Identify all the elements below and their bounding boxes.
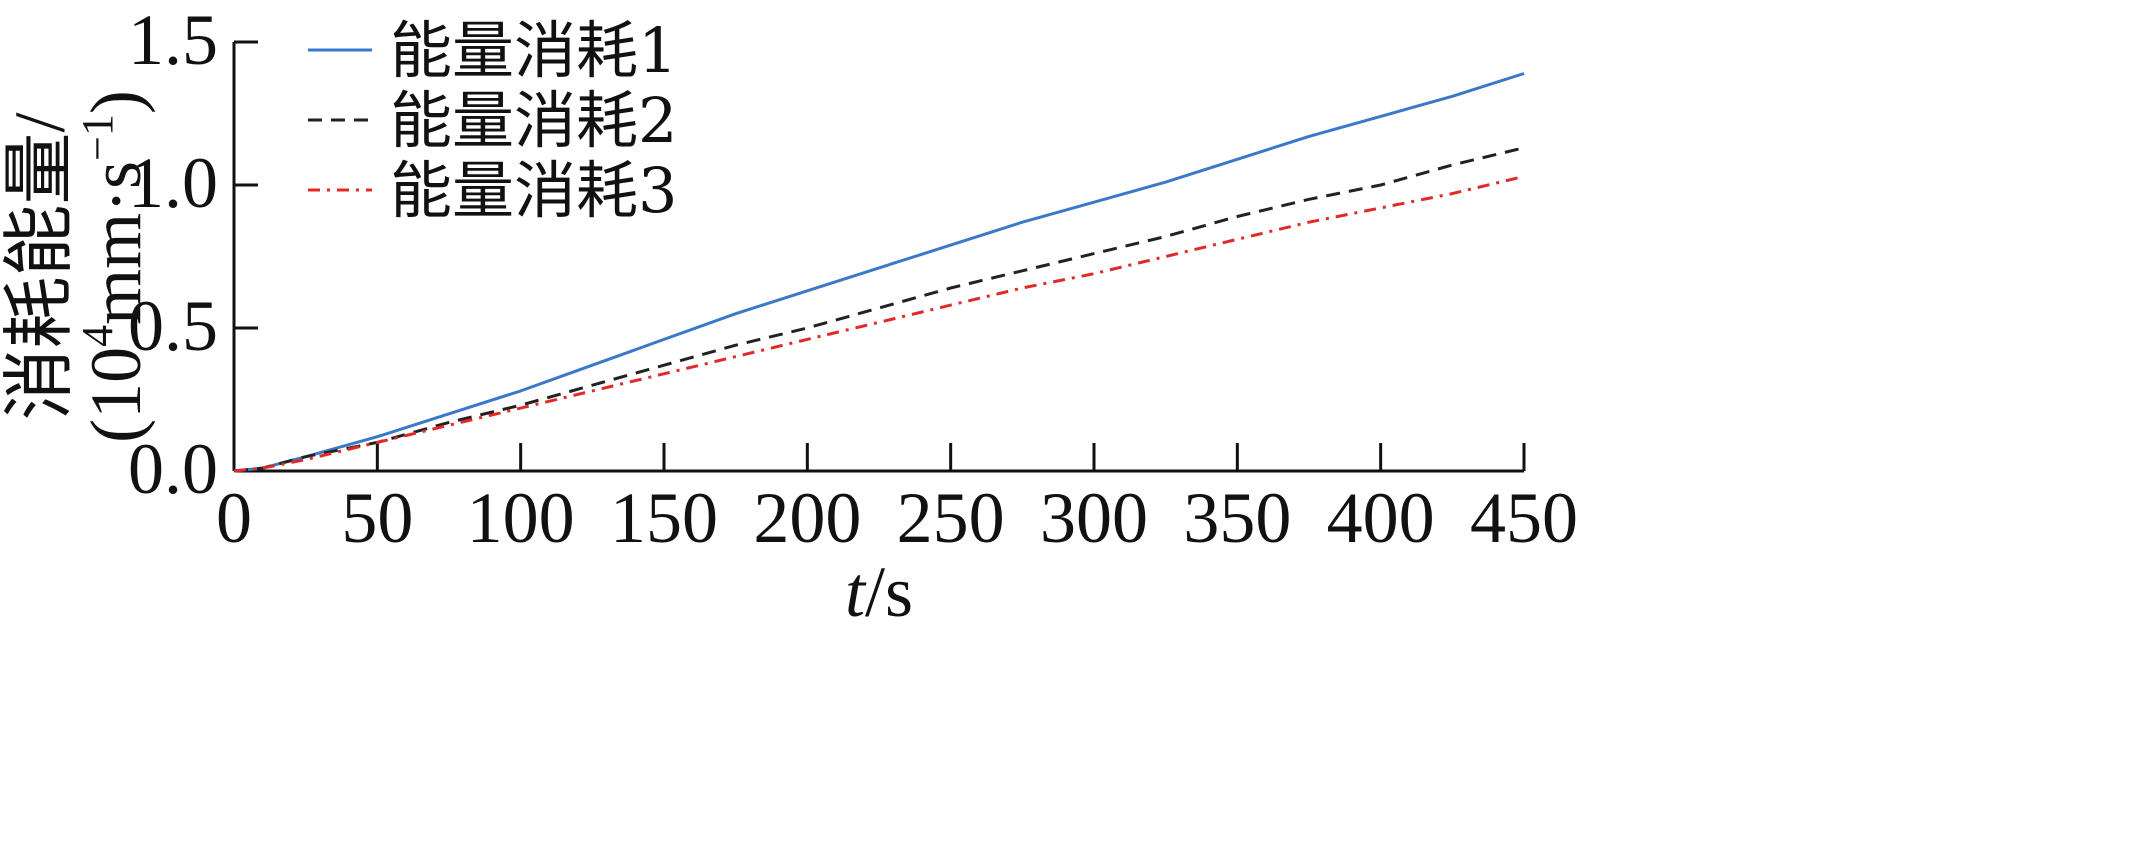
y-tick-label: 1.0 [128,143,218,223]
y-axis-title: 消耗能量/ (104mm·s−1) [0,90,156,443]
x-axis-unit: /s [865,552,913,632]
x-tick-label: 250 [897,478,1005,558]
x-tick-label: 50 [341,478,413,558]
series-layer [233,72,1525,473]
y-axis-title-line1: 消耗能量/ [0,112,80,420]
y-tick-label: 1.5 [128,0,218,80]
y-tick-label: 0.0 [128,429,218,509]
legend-label-1: 能量消耗1 [390,14,677,87]
x-tick-label: 100 [467,478,575,558]
y-axis-unit-exponent2: −1 [73,114,122,161]
y-axis-unit-suffix: ) [76,90,156,114]
series-line-1 [233,72,1525,473]
y-axis-unit-exponent: 4 [73,325,122,347]
series-line-2 [233,146,1525,473]
legend-label-3: 能量消耗3 [390,154,677,227]
axes [232,42,1524,473]
x-tick-label: 300 [1040,478,1148,558]
x-tick-label: 150 [610,478,718,558]
x-tick-label: 0 [216,478,252,558]
legend-label-2: 能量消耗2 [390,84,677,157]
x-tick-label: 200 [753,478,861,558]
x-tick-label: 400 [1327,478,1435,558]
x-axis-title: t/s [845,552,913,632]
y-axis-unit-body: mm·s [76,161,156,325]
x-axis-variable: t [845,552,867,632]
x-tick-label: 350 [1183,478,1291,558]
x-axis-ticks: 0 50 100 150 200 250 300 350 400 450 [216,443,1578,558]
y-axis-title-line2: (104mm·s−1) [73,90,156,443]
x-tick-label: 450 [1470,478,1578,558]
y-tick-label: 0.5 [128,286,218,366]
y-axis-unit-prefix: (10 [76,347,156,443]
y-axis-ticks: 0.0 0.5 1.0 1.5 [128,0,258,509]
